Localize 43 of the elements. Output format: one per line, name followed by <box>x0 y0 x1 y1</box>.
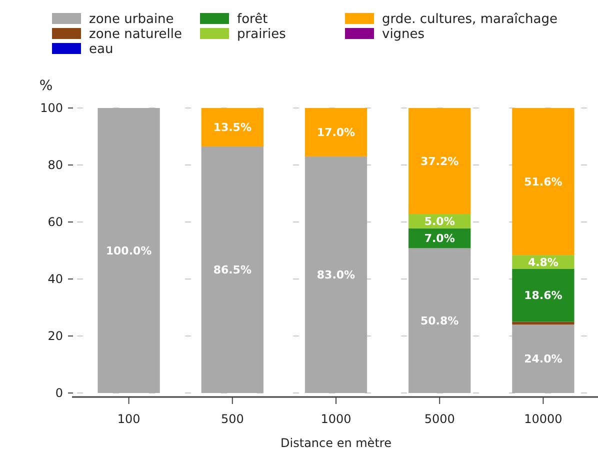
data-label: 50.8% <box>420 314 459 328</box>
data-label: 100.0% <box>106 244 152 258</box>
bar <box>304 108 368 156</box>
data-label: 37.2% <box>420 154 459 168</box>
data-label: 83.0% <box>316 268 356 282</box>
y-tick-label: 0 <box>55 386 63 400</box>
bar <box>304 156 368 393</box>
y-tick-label: 20 <box>48 329 63 344</box>
bar <box>201 108 264 146</box>
bar <box>408 108 471 214</box>
x-tick-label: 100 <box>117 412 140 426</box>
data-label: 17.0% <box>316 126 356 140</box>
legend-label: vignes <box>382 27 425 42</box>
x-tick-label: 500 <box>220 412 244 426</box>
data-label: 4.8% <box>528 256 558 269</box>
legend-label: grde. cultures, maraîchage <box>382 12 558 27</box>
legend-label: prairies <box>237 27 286 42</box>
y-tick-label: 40 <box>48 272 63 286</box>
x-tick-label: 5000 <box>424 412 455 426</box>
bar <box>201 146 264 393</box>
x-tick-label: 1000 <box>320 412 352 426</box>
bar <box>98 108 160 393</box>
data-label: 86.5% <box>213 264 252 277</box>
data-label: 24.0% <box>524 352 562 366</box>
x-tick-label: 10000 <box>524 412 562 426</box>
y-tick-label: 60 <box>48 215 63 230</box>
bar <box>512 108 574 256</box>
legend-label: forêt <box>237 12 268 27</box>
bar <box>512 324 574 393</box>
data-label: 51.6% <box>524 175 562 188</box>
data-label: 7.0% <box>424 232 455 246</box>
y-tick-label: 80 <box>48 158 63 172</box>
x-axis-title: Distance en mètre <box>280 436 392 450</box>
legend-label: eau <box>89 42 114 57</box>
bar <box>408 248 471 393</box>
data-label: 18.6% <box>524 289 562 302</box>
bar <box>512 268 574 322</box>
data-label: 13.5% <box>213 121 252 134</box>
legend-label: zone naturelle <box>89 27 182 42</box>
data-label: 5.0% <box>424 214 455 228</box>
y-tick-label: 100 <box>40 101 63 116</box>
legend-label: zone urbaine <box>89 12 174 27</box>
y-axis-title: % <box>39 78 53 94</box>
